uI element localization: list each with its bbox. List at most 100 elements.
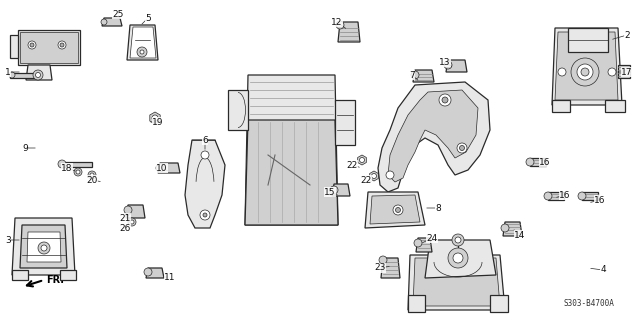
- Text: 10: 10: [156, 164, 168, 172]
- Circle shape: [571, 58, 599, 86]
- Text: 21: 21: [119, 213, 131, 222]
- Circle shape: [411, 71, 419, 79]
- Polygon shape: [126, 205, 145, 218]
- Circle shape: [414, 239, 422, 247]
- Polygon shape: [555, 32, 618, 100]
- Circle shape: [371, 173, 377, 179]
- Polygon shape: [378, 82, 490, 192]
- Polygon shape: [127, 25, 158, 60]
- Circle shape: [9, 72, 15, 78]
- Polygon shape: [552, 28, 622, 105]
- Polygon shape: [490, 295, 508, 312]
- Circle shape: [203, 213, 207, 217]
- Text: 17: 17: [621, 68, 632, 76]
- Circle shape: [152, 115, 158, 121]
- Text: 24: 24: [426, 234, 438, 243]
- Circle shape: [379, 256, 387, 264]
- Circle shape: [460, 146, 464, 150]
- Text: 6: 6: [202, 135, 208, 145]
- Polygon shape: [102, 18, 122, 26]
- Circle shape: [608, 68, 616, 76]
- Polygon shape: [358, 155, 366, 165]
- Polygon shape: [20, 32, 78, 63]
- Circle shape: [442, 97, 448, 103]
- Polygon shape: [408, 255, 505, 310]
- Polygon shape: [12, 218, 75, 275]
- Polygon shape: [10, 73, 38, 78]
- Circle shape: [101, 19, 107, 25]
- Polygon shape: [413, 258, 500, 306]
- Circle shape: [453, 253, 463, 263]
- Polygon shape: [158, 163, 180, 173]
- Circle shape: [60, 43, 64, 47]
- Polygon shape: [146, 268, 164, 278]
- Polygon shape: [548, 192, 564, 200]
- Circle shape: [336, 21, 344, 29]
- Text: 18: 18: [61, 164, 73, 172]
- Polygon shape: [335, 100, 355, 145]
- Polygon shape: [582, 192, 598, 200]
- Circle shape: [76, 170, 80, 174]
- Circle shape: [38, 242, 50, 254]
- Text: 2: 2: [624, 30, 630, 39]
- Circle shape: [137, 47, 147, 57]
- Text: 15: 15: [324, 188, 336, 196]
- Polygon shape: [10, 35, 18, 58]
- Circle shape: [130, 220, 134, 224]
- Text: 26: 26: [119, 223, 131, 233]
- Polygon shape: [503, 222, 522, 236]
- Circle shape: [41, 245, 47, 251]
- Text: 19: 19: [152, 117, 164, 126]
- Circle shape: [581, 68, 589, 76]
- Circle shape: [200, 210, 210, 220]
- Text: 7: 7: [409, 70, 415, 79]
- Polygon shape: [12, 270, 28, 280]
- Circle shape: [393, 205, 403, 215]
- Circle shape: [74, 168, 82, 176]
- Circle shape: [330, 186, 338, 194]
- Circle shape: [124, 206, 132, 214]
- Circle shape: [28, 41, 36, 49]
- Circle shape: [30, 43, 34, 47]
- Polygon shape: [416, 238, 432, 252]
- Polygon shape: [381, 258, 400, 278]
- Polygon shape: [130, 27, 156, 58]
- Text: 20: 20: [86, 175, 98, 185]
- Polygon shape: [530, 158, 546, 166]
- Circle shape: [386, 171, 394, 179]
- Polygon shape: [446, 60, 467, 72]
- Text: 14: 14: [514, 230, 526, 239]
- Circle shape: [359, 157, 364, 163]
- Polygon shape: [332, 184, 350, 196]
- Polygon shape: [18, 30, 80, 65]
- Circle shape: [577, 64, 593, 80]
- Circle shape: [448, 248, 468, 268]
- Circle shape: [88, 171, 96, 179]
- Polygon shape: [245, 75, 338, 225]
- Polygon shape: [552, 100, 570, 112]
- Polygon shape: [338, 22, 360, 42]
- Text: 25: 25: [112, 10, 124, 19]
- Polygon shape: [388, 90, 478, 182]
- Circle shape: [544, 192, 552, 200]
- Polygon shape: [618, 65, 630, 78]
- Circle shape: [140, 50, 144, 54]
- Circle shape: [36, 73, 41, 77]
- Circle shape: [455, 237, 461, 243]
- Text: 22: 22: [346, 161, 358, 170]
- Circle shape: [457, 143, 467, 153]
- Text: 11: 11: [164, 273, 176, 282]
- Polygon shape: [370, 171, 378, 181]
- Polygon shape: [228, 90, 248, 130]
- Circle shape: [156, 164, 164, 172]
- Polygon shape: [27, 232, 61, 262]
- Text: 9: 9: [22, 143, 28, 153]
- Circle shape: [58, 160, 66, 168]
- Circle shape: [558, 68, 566, 76]
- Circle shape: [526, 158, 534, 166]
- Polygon shape: [605, 100, 625, 112]
- Text: FR.: FR.: [46, 275, 64, 285]
- Circle shape: [128, 218, 136, 226]
- Text: 13: 13: [439, 58, 451, 67]
- Text: S303-B4700A: S303-B4700A: [563, 299, 614, 308]
